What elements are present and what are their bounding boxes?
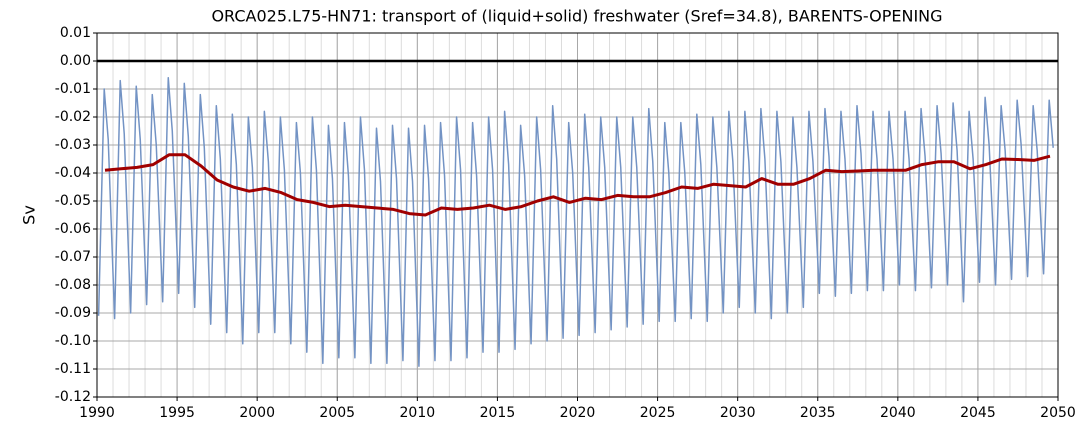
y-tick-label: -0.01 bbox=[55, 81, 91, 97]
x-tick-label: 2050 bbox=[1040, 405, 1076, 421]
series-line bbox=[97, 77, 1054, 367]
y-tick-label: -0.12 bbox=[55, 389, 91, 405]
x-tick-label: 2010 bbox=[400, 405, 436, 421]
x-tick-label: 2020 bbox=[560, 405, 596, 421]
x-tick-label: 2045 bbox=[960, 405, 996, 421]
x-tick-label: 2030 bbox=[720, 405, 756, 421]
x-tick-label: 2015 bbox=[480, 405, 516, 421]
y-tick-label: -0.11 bbox=[55, 361, 91, 377]
x-tick-label: 2040 bbox=[880, 405, 916, 421]
plot-frame bbox=[96, 32, 1059, 398]
y-tick-label: -0.03 bbox=[55, 137, 91, 153]
y-axis-label: Sv bbox=[20, 205, 39, 225]
y-tick-label: -0.08 bbox=[55, 277, 91, 293]
y-tick-label: 0.00 bbox=[60, 53, 91, 69]
y-tick-label: -0.10 bbox=[55, 333, 91, 349]
y-tick-label: -0.06 bbox=[55, 221, 91, 237]
y-tick-label: -0.04 bbox=[55, 165, 91, 181]
y-tick-label: 0.01 bbox=[60, 25, 91, 41]
y-tick-label: -0.05 bbox=[55, 193, 91, 209]
x-tick-label: 2000 bbox=[239, 405, 275, 421]
series-line bbox=[104, 153, 1051, 217]
chart-title: ORCA025.L75-HN71: transport of (liquid+s… bbox=[211, 7, 942, 26]
x-tick-label: 2005 bbox=[319, 405, 355, 421]
y-tick-label: -0.02 bbox=[55, 109, 91, 125]
x-tick-label: 2025 bbox=[640, 405, 676, 421]
x-tick-label: 2035 bbox=[800, 405, 836, 421]
x-tick-label: 1995 bbox=[159, 405, 195, 421]
x-tick-label: 1990 bbox=[79, 405, 115, 421]
y-tick-label: -0.07 bbox=[55, 249, 91, 265]
y-tick-label: -0.09 bbox=[55, 305, 91, 321]
